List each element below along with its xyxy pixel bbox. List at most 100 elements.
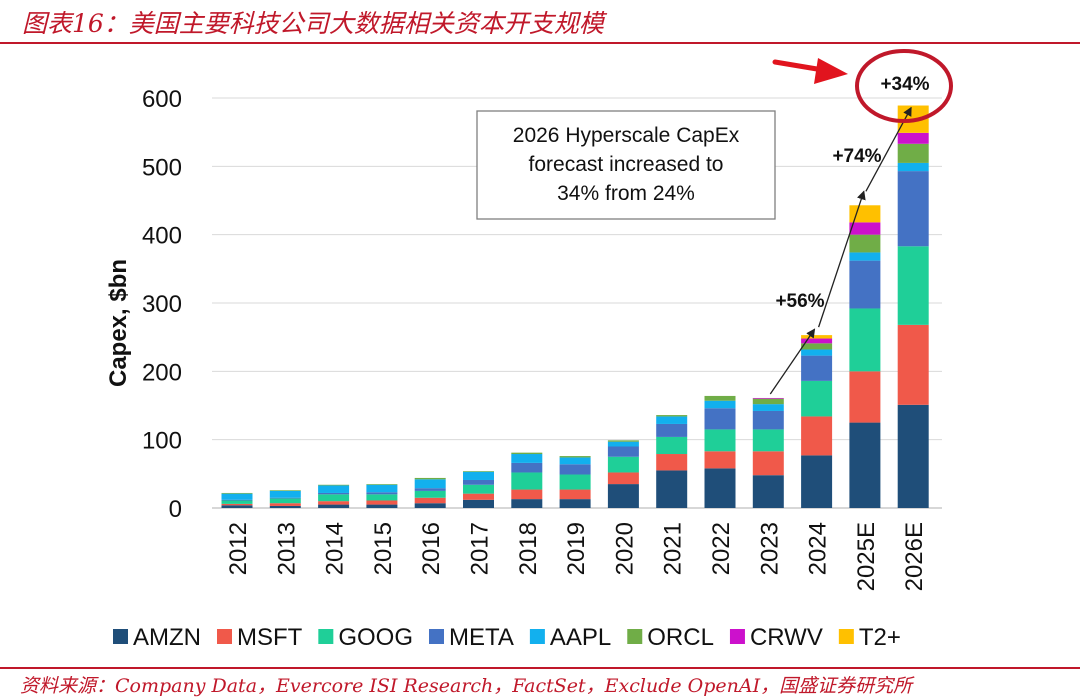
- x-tick-label: 2020: [611, 522, 638, 575]
- figure-title: 图表16：美国主要科技公司大数据相关资本开支规模: [22, 9, 604, 38]
- bar-segment: [511, 489, 543, 500]
- callout-line: 34% from 24%: [557, 182, 695, 205]
- bar-segment: [559, 457, 591, 465]
- bar-segment: [897, 404, 929, 508]
- bar-segment: [414, 488, 446, 491]
- x-tick-label: 2021: [660, 522, 687, 575]
- bar-segment: [704, 395, 736, 401]
- bar-segment: [366, 504, 398, 508]
- bar-segment: [366, 500, 398, 505]
- bar-segment: [318, 504, 350, 508]
- header: 图表16：美国主要科技公司大数据相关资本开支规模: [0, 0, 1080, 44]
- legend-swatch: [429, 629, 444, 644]
- bar-segment: [318, 492, 350, 495]
- y-axis-title: Capex, $bn: [105, 259, 132, 387]
- bar-segment: [414, 497, 446, 504]
- bar-segment: [511, 472, 543, 490]
- bar-segment: [366, 492, 398, 495]
- y-tick-label: 500: [142, 154, 182, 181]
- pointer-arrow-shaft: [772, 59, 826, 73]
- bar-segment: [656, 416, 688, 424]
- legend-label: ORCL: [647, 624, 714, 651]
- bar-segment: [511, 499, 543, 508]
- bar-segment: [221, 492, 253, 494]
- bar-segment: [656, 423, 688, 437]
- legend-swatch: [729, 629, 745, 644]
- x-tick-label: 2024: [805, 522, 832, 575]
- bar-segment: [849, 252, 881, 261]
- header-rule: [0, 42, 1080, 44]
- x-tick-label: 2014: [322, 522, 349, 575]
- bar-segment: [559, 499, 591, 508]
- bar-segment: [849, 234, 881, 253]
- bar-segment: [269, 490, 301, 498]
- x-tick-label: 2018: [515, 522, 542, 575]
- bar-segment: [849, 260, 881, 309]
- x-tick-label: 2015: [370, 522, 397, 575]
- x-tick-label: 2026E: [901, 522, 928, 591]
- bar-segment: [752, 451, 784, 476]
- x-tick-label: 2022: [708, 522, 735, 575]
- bar-segment: [704, 408, 736, 430]
- bar-segment: [511, 454, 543, 463]
- bar-segment: [656, 454, 688, 471]
- legend-swatch: [217, 629, 232, 644]
- bar-segment: [463, 499, 494, 508]
- bar-segment: [414, 503, 446, 508]
- y-tick-label: 0: [169, 496, 182, 523]
- bar-segment: [752, 398, 784, 405]
- bar-segment: [318, 494, 350, 502]
- bar-segment: [559, 489, 591, 500]
- legend-label: AAPL: [550, 624, 611, 651]
- legend-label: CRWV: [750, 624, 823, 651]
- legend-label: T2+: [859, 624, 901, 651]
- bar-segment: [801, 349, 833, 356]
- bar-segment: [897, 246, 929, 325]
- bar-segment: [607, 472, 639, 485]
- bar-segment: [801, 455, 833, 508]
- bar-segment: [414, 477, 446, 480]
- bar-segment: [897, 324, 929, 405]
- x-tick-label: 2013: [273, 522, 300, 575]
- bar-segment: [511, 452, 543, 455]
- legend-swatch: [318, 629, 334, 644]
- x-tick-label: 2012: [225, 522, 252, 575]
- bar-segment: [318, 484, 350, 486]
- legend-swatch: [113, 629, 128, 644]
- bar-segment: [511, 462, 543, 473]
- bar-segment: [414, 490, 446, 498]
- legend-swatch: [529, 629, 545, 644]
- y-tick-label: 300: [142, 291, 182, 318]
- bar-segment: [607, 440, 639, 442]
- y-tick-label: 200: [142, 359, 182, 386]
- bar-segment: [269, 503, 301, 506]
- x-tick-label: 2019: [563, 522, 590, 575]
- bar-segment: [221, 505, 253, 508]
- bar-segment: [463, 471, 494, 480]
- callout-box: [476, 110, 776, 220]
- bar-segment: [801, 380, 833, 417]
- legend-swatch: [838, 629, 854, 644]
- bar-segment: [463, 479, 494, 485]
- y-tick-label: 100: [142, 428, 182, 455]
- bar-segment: [897, 143, 929, 163]
- bar-segment: [318, 501, 350, 505]
- bar-segment: [559, 464, 591, 475]
- bar-segment: [897, 162, 929, 172]
- bar-segment: [269, 498, 301, 504]
- footer-rule: [0, 667, 1080, 669]
- bar-segment: [607, 456, 639, 473]
- highlight-circle: [855, 49, 953, 123]
- bar-segment: [607, 441, 639, 447]
- bar-segment: [366, 484, 398, 493]
- bar-segment: [463, 493, 494, 500]
- bar-segment: [656, 436, 688, 455]
- bar-segment: [366, 494, 398, 501]
- bar-segment: [221, 499, 253, 501]
- pointer-arrow-head: [814, 58, 848, 84]
- bar-segment: [366, 484, 398, 485]
- bar-segment: [463, 471, 494, 472]
- bar-segment: [849, 422, 881, 508]
- bar-segment: [607, 446, 639, 457]
- bar-segment: [849, 308, 881, 372]
